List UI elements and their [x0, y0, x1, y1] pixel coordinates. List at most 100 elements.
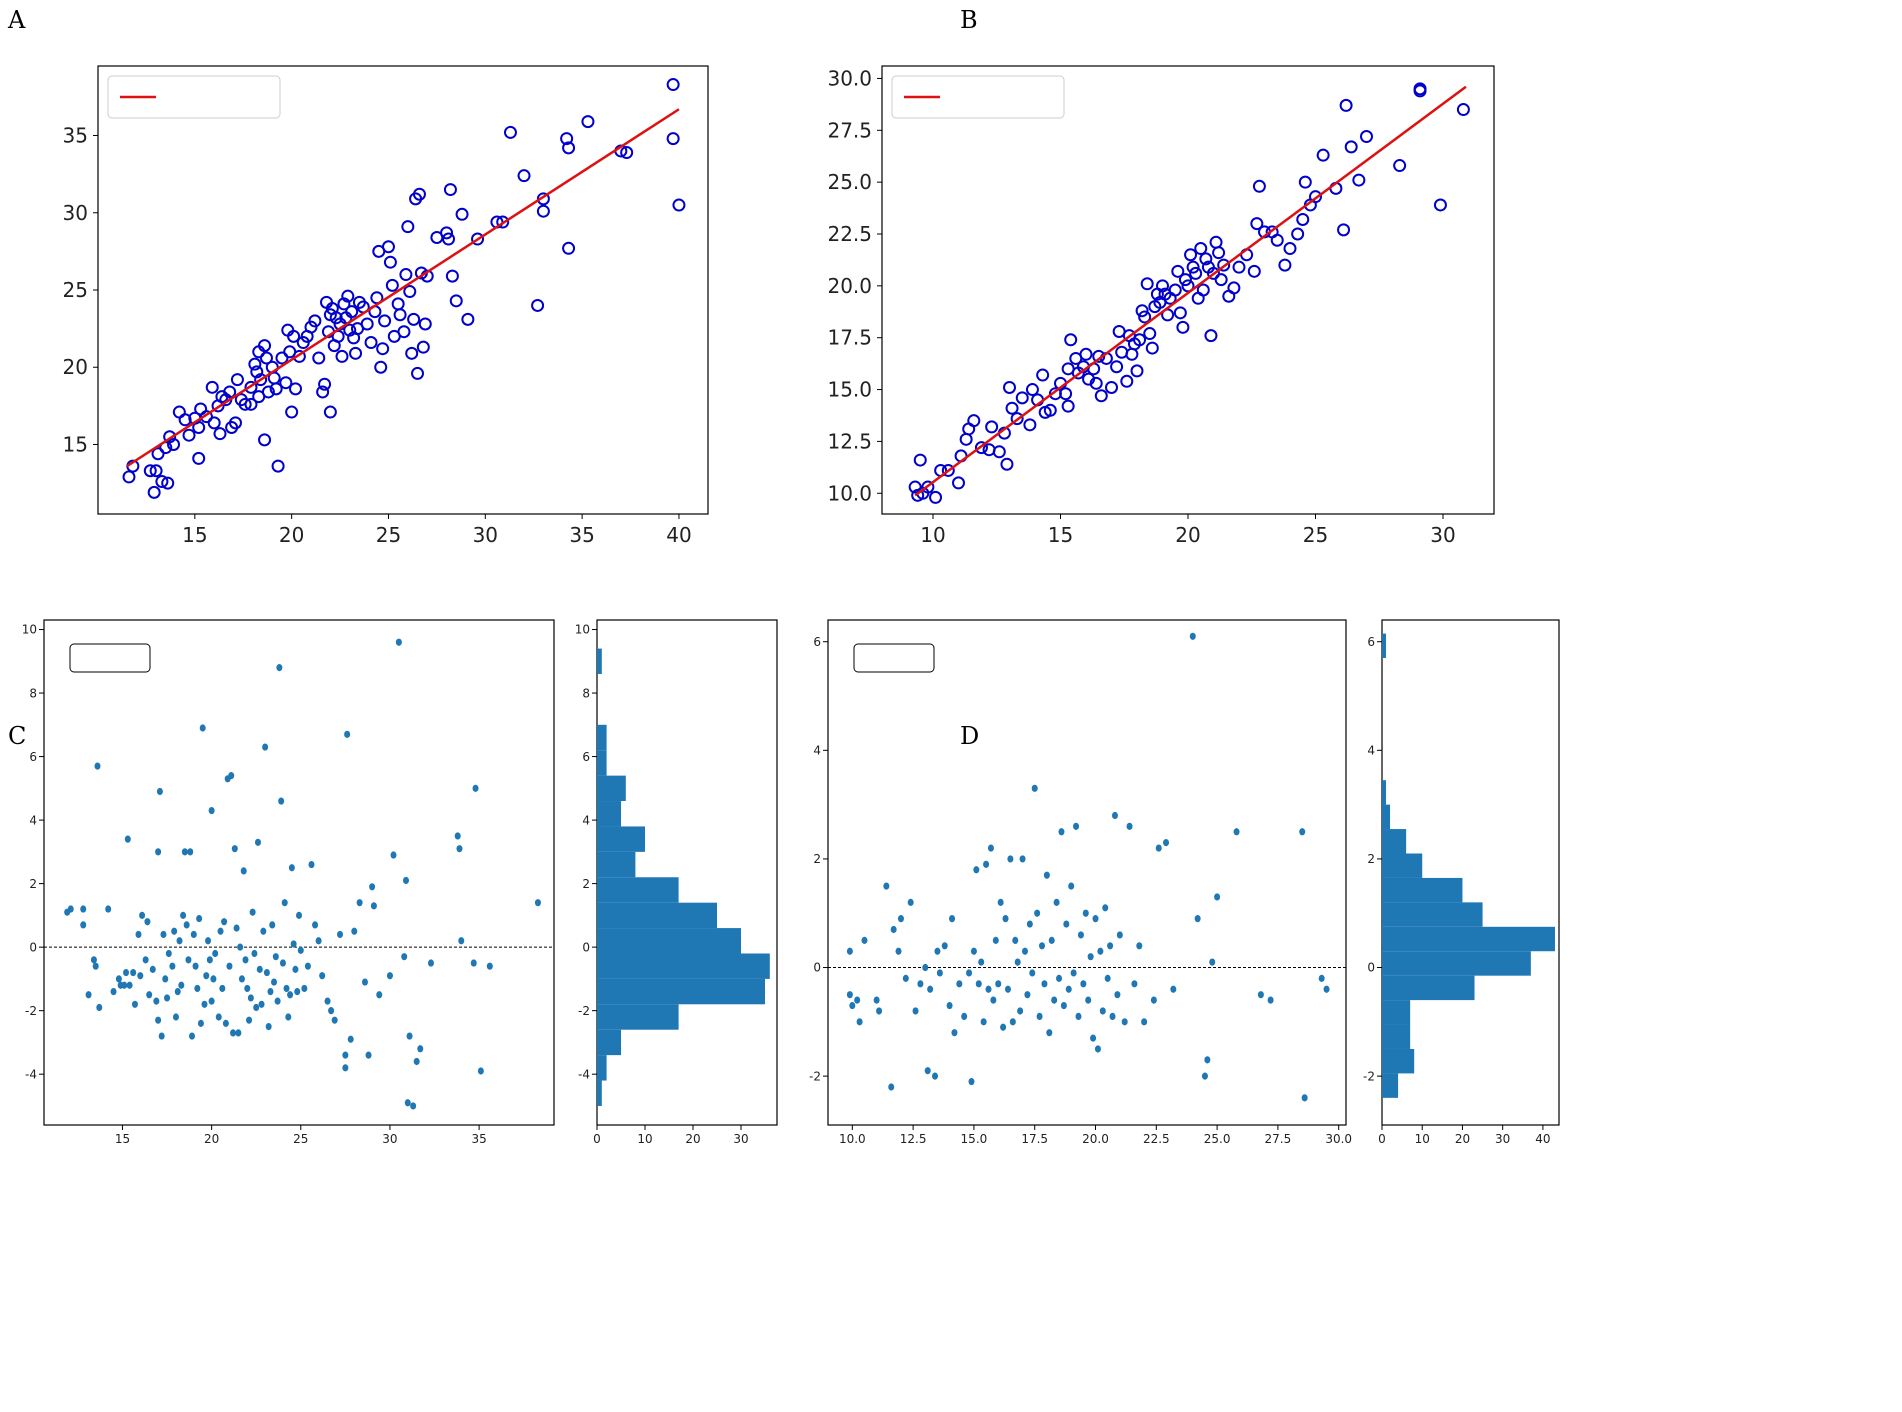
residual-point	[205, 937, 212, 945]
residual-point	[172, 1013, 179, 1021]
residual-point	[1094, 1045, 1101, 1053]
residual-point	[1000, 1023, 1007, 1031]
x-tick-label: 10	[920, 523, 945, 547]
y-tick-label: 25	[63, 278, 88, 302]
residual-point	[1068, 882, 1075, 890]
plot-frame	[97, 65, 709, 515]
data-point	[207, 416, 221, 430]
residual-point	[206, 956, 213, 964]
x-tick-label: 0	[593, 1132, 601, 1146]
residual-point	[67, 905, 74, 913]
residual-point	[975, 980, 982, 988]
data-point	[1194, 242, 1208, 256]
histogram-bar	[1382, 877, 1463, 903]
data-point	[161, 476, 175, 490]
data-point	[672, 198, 686, 212]
data-point	[149, 464, 163, 478]
x-tick-label: 20	[1455, 1132, 1470, 1146]
histogram-bar	[597, 877, 679, 903]
residual-point	[185, 956, 192, 964]
data-point	[442, 232, 456, 246]
data-point	[1291, 227, 1305, 241]
data-point	[921, 480, 935, 494]
residual-point	[192, 962, 199, 970]
residual-point	[941, 942, 948, 950]
residual-point	[1048, 936, 1055, 944]
plot-frame	[827, 619, 1347, 1126]
data-point	[1204, 329, 1218, 343]
residual-point	[337, 930, 344, 939]
histogram-bar	[1382, 633, 1387, 659]
chart-c-residual-histogram: 0 10 20 30 -4 -2 0 2 4 6 8 10	[575, 619, 778, 1146]
residual-point	[90, 956, 97, 964]
residual-point	[410, 1102, 417, 1110]
data-point	[1110, 360, 1124, 374]
residual-point	[992, 936, 999, 944]
residual-point	[246, 1016, 253, 1024]
data-point	[449, 294, 463, 308]
residual-point	[212, 949, 219, 958]
data-point	[1337, 223, 1351, 237]
data-point	[531, 298, 545, 312]
data-point	[178, 413, 192, 427]
histogram-bar	[597, 1029, 621, 1056]
residual-point	[1092, 915, 1099, 923]
histogram-bar	[1382, 1000, 1411, 1025]
residual-point	[237, 943, 244, 951]
y-tick-label: 10.0	[827, 481, 872, 505]
residual-point	[178, 981, 185, 989]
residual-point	[454, 832, 461, 840]
data-point	[1178, 273, 1192, 287]
residual-point	[254, 838, 261, 846]
data-point	[151, 447, 165, 461]
residual-point	[135, 930, 142, 939]
residual-point	[267, 988, 274, 996]
histogram-bar	[597, 851, 636, 878]
residual-point	[258, 1000, 265, 1008]
residual-point	[1075, 1012, 1082, 1020]
residual-point	[180, 911, 187, 919]
y-tick-label: -4	[578, 1067, 590, 1081]
residual-point	[1150, 996, 1157, 1004]
data-point	[1064, 333, 1078, 347]
residual-point	[196, 914, 203, 923]
data-point	[1181, 279, 1195, 293]
residual-point	[1012, 936, 1019, 944]
residual-point	[155, 848, 162, 856]
residual-point	[1214, 893, 1221, 901]
data-point	[536, 192, 550, 206]
residual-point	[342, 1051, 349, 1059]
data-point	[1227, 281, 1241, 295]
y-tick-label: -4	[25, 1067, 37, 1081]
residual-point	[228, 772, 235, 780]
residual-point	[922, 963, 929, 972]
residual-point	[470, 959, 477, 967]
x-tick-label: 20.0	[1082, 1132, 1109, 1146]
residual-point	[846, 991, 853, 999]
data-point	[381, 240, 395, 254]
data-point	[1283, 242, 1297, 256]
residual-point	[1004, 985, 1011, 993]
data-point	[461, 312, 475, 326]
residual-point	[932, 1072, 939, 1080]
residual-point	[1041, 980, 1048, 988]
residual-point	[269, 921, 276, 929]
data-point	[228, 416, 242, 430]
data-point	[285, 405, 299, 419]
residual-point	[271, 978, 278, 986]
data-point	[1393, 159, 1407, 173]
residual-point	[171, 927, 178, 935]
y-tick-label: 12.5	[827, 429, 872, 453]
x-tick-label: 30	[382, 1132, 397, 1146]
residual-point	[197, 1019, 204, 1027]
residual-point	[203, 972, 210, 980]
residual-point	[402, 876, 409, 885]
residual-point	[324, 997, 331, 1005]
data-point	[192, 420, 206, 434]
data-point	[155, 475, 169, 489]
residual-point	[370, 902, 377, 910]
data-point	[620, 146, 634, 160]
data-point	[1433, 198, 1447, 212]
histogram-bar	[1382, 975, 1475, 1001]
histogram-bar	[597, 1055, 607, 1081]
